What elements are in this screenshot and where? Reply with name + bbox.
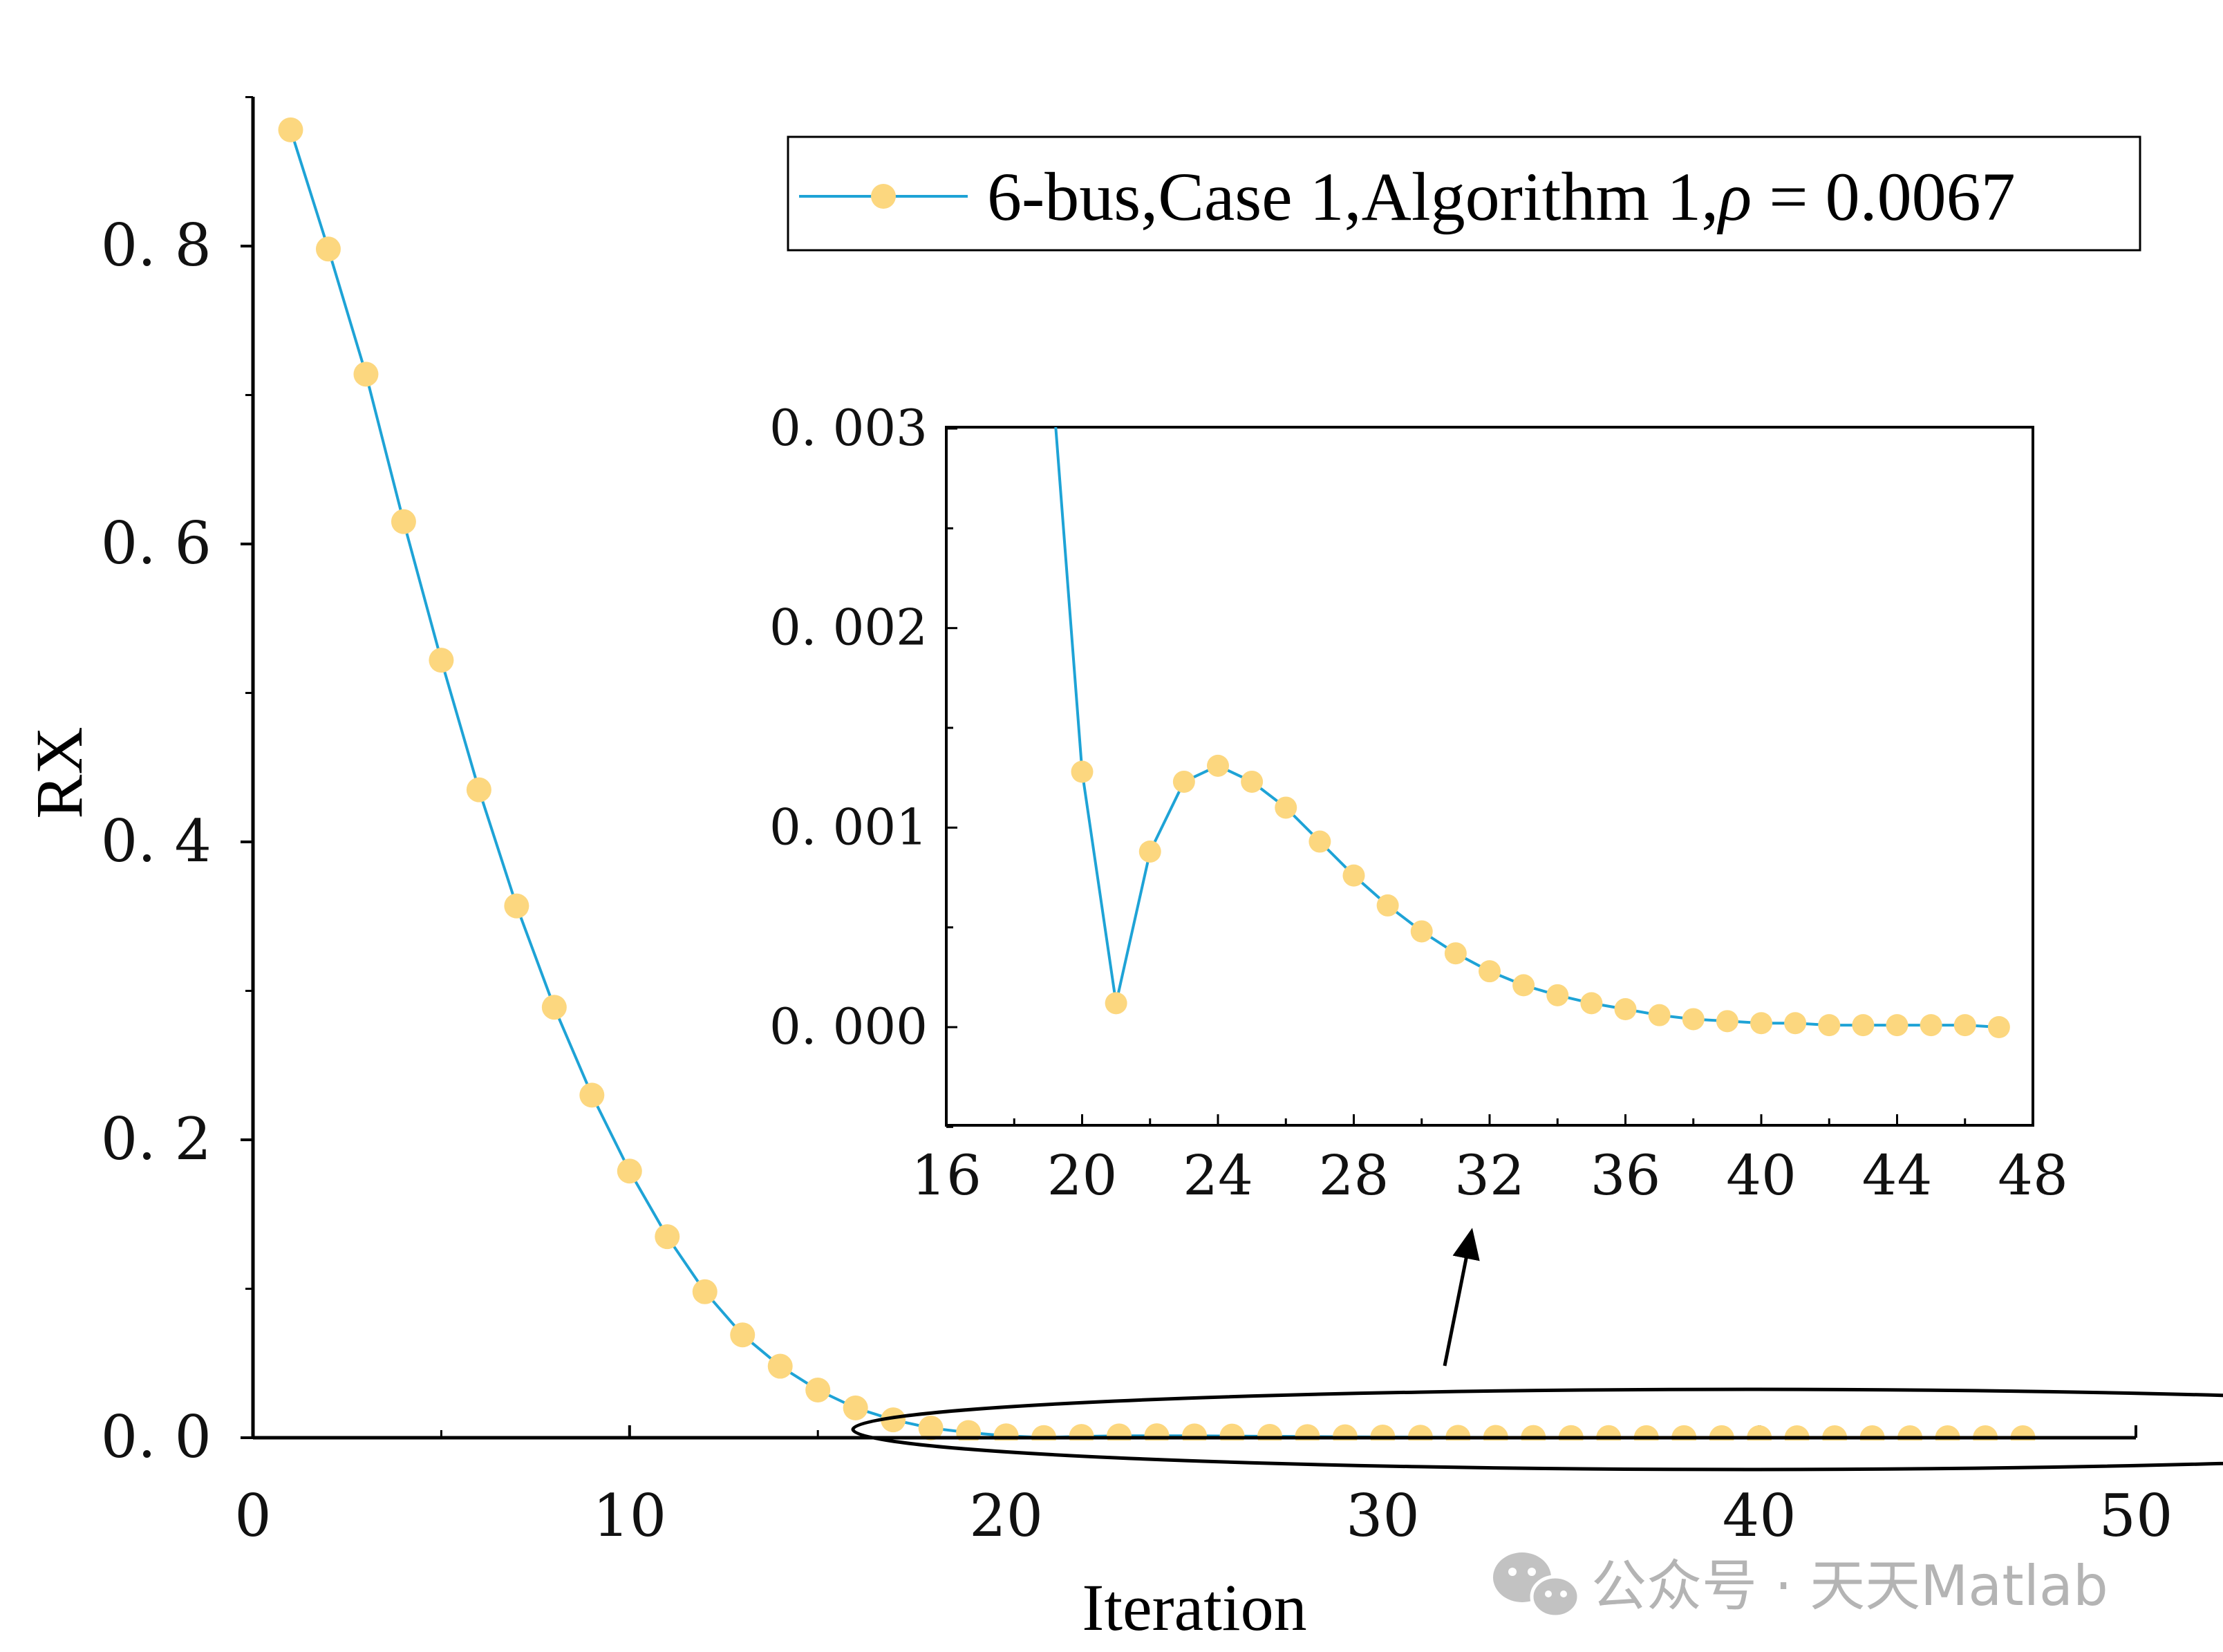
main-y-tick-label: 0. 6 <box>101 509 212 577</box>
inset-data-point <box>1784 1012 1807 1035</box>
main-data-point <box>1107 1423 1132 1440</box>
inset-data-point <box>1241 770 1264 793</box>
inset-x-tick-label: 28 <box>1319 1143 1389 1208</box>
legend: 6-bus,Case 1,Algorithm 1,ρ = 0.0067 <box>787 135 2141 252</box>
inset-data-point <box>1580 992 1603 1015</box>
main-data-point <box>655 1224 680 1250</box>
main-data-point <box>617 1158 642 1184</box>
main-data-point <box>805 1378 831 1403</box>
main-data-point <box>504 893 529 919</box>
main-y-tick-label: 0. 0 <box>101 1403 212 1471</box>
main-x-tick-label: 20 <box>969 1482 1043 1550</box>
y-axis-title: RX <box>22 726 96 818</box>
inset-data-point <box>1138 840 1161 863</box>
inset-data-point <box>1886 1014 1908 1037</box>
main-data-point <box>993 1423 1019 1440</box>
main-data-point <box>541 995 567 1020</box>
inset-x-tick-label: 44 <box>1862 1143 1933 1208</box>
inset-data-point <box>1172 770 1195 793</box>
inset-data-point <box>1987 1016 2010 1038</box>
inset-x-tick-labels: 16 20 24 28 32 36 40 44 48 <box>911 1143 2068 1208</box>
main-x-tick-label: 40 <box>1723 1482 1797 1550</box>
main-data-point <box>881 1407 906 1433</box>
legend-box <box>787 135 2141 252</box>
inset-data-point <box>1410 920 1433 943</box>
inset-x-tick-label: 48 <box>1998 1143 2068 1208</box>
inset-y-tick-labels: 0. 000 0. 001 0. 002 0. 003 <box>769 399 928 1055</box>
inset-x-tick-label: 32 <box>1454 1143 1525 1208</box>
main-data-point <box>1144 1423 1170 1440</box>
legend-label-value: = 0.0067 <box>1752 158 2015 235</box>
inset-frame <box>945 426 2034 1127</box>
inset-x-tick-label: 20 <box>1047 1143 1118 1208</box>
inset-data-point <box>1479 960 1501 983</box>
x-axis-title: Iteration <box>1082 1570 1306 1644</box>
main-data-point <box>315 236 341 262</box>
inset-x-tick-label: 24 <box>1183 1143 1253 1208</box>
inset-data-point <box>1444 942 1467 965</box>
main-x-tick-label: 0 <box>234 1482 271 1550</box>
inset-data-point <box>1750 1012 1772 1035</box>
inset-data-point <box>1105 992 1127 1015</box>
legend-label-rho: ρ <box>1716 158 1752 235</box>
inset-y-tick-label: 0. 000 <box>769 997 928 1055</box>
inset-data-point <box>1920 1014 1942 1037</box>
main-data-point <box>956 1420 982 1440</box>
main-x-tick-labels: 0 10 20 30 40 50 <box>234 1482 2173 1550</box>
inset-y-tick-label: 0. 002 <box>769 599 928 657</box>
main-y-tick-label: 0. 4 <box>101 807 212 875</box>
inset-axis-ticks <box>945 427 2034 1128</box>
main-y-tick-label: 0. 8 <box>101 212 212 279</box>
main-data-point <box>353 362 379 387</box>
inset-y-tick-label: 0. 001 <box>769 798 928 856</box>
main-y-tick-labels: 0. 0 0. 2 0. 4 0. 6 0. 8 <box>101 212 212 1471</box>
main-data-point <box>730 1322 756 1348</box>
main-plot: 0 10 20 30 40 50 0. 0 0. 2 0. 4 0. 6 0. 8 Iterati… <box>22 96 2173 1644</box>
watermark-text: 公众号 · 天天Matlab <box>1591 1554 2108 1618</box>
inset-data-point <box>1207 754 1229 777</box>
inset-data-point <box>1614 998 1637 1021</box>
inset-data-point <box>1275 796 1297 819</box>
main-data-point <box>692 1279 717 1304</box>
inset-data-point <box>1716 1010 1738 1033</box>
inset-data-point <box>1546 984 1569 1006</box>
inset-y-tick-label: 0. 003 <box>769 399 928 457</box>
main-y-tick-label: 0. 2 <box>101 1105 212 1173</box>
main-data-point <box>579 1082 605 1108</box>
inset-data-point <box>1071 760 1094 783</box>
main-data-point <box>843 1395 868 1420</box>
inset-x-tick-label: 40 <box>1726 1143 1797 1208</box>
main-data-point <box>918 1415 944 1440</box>
inset-data-point <box>1648 1004 1671 1026</box>
main-data-point <box>466 777 491 802</box>
inset-x-tick-label: 36 <box>1591 1143 1661 1208</box>
zoom-region-ellipse <box>851 1387 2223 1472</box>
main-x-tick-label: 30 <box>1346 1482 1420 1550</box>
wechat-icon <box>1493 1552 1581 1619</box>
main-data-point <box>429 648 454 673</box>
inset-data-point <box>1342 864 1365 887</box>
legend-marker-sample <box>871 184 896 209</box>
inset-data-point <box>1682 1008 1705 1031</box>
inset-data-point <box>1852 1014 1875 1037</box>
watermark: 公众号 · 天天Matlab <box>1493 1552 2108 1619</box>
inset-data-point <box>1818 1014 1841 1037</box>
main-data-point <box>1182 1423 1207 1440</box>
main-data-point <box>391 509 416 534</box>
legend-label-main: 6-bus,Case 1,Algorithm 1, <box>987 158 1718 235</box>
legend-label: 6-bus,Case 1,Algorithm 1,ρ = 0.0067 <box>987 158 2016 235</box>
inset-data-point <box>1512 974 1535 997</box>
main-x-tick-label: 50 <box>2099 1482 2173 1550</box>
inset-data-point <box>1309 830 1331 853</box>
main-x-tick-label: 10 <box>592 1482 666 1550</box>
zoom-arrow <box>1443 1228 1480 1367</box>
main-data-point <box>767 1353 793 1379</box>
inset-x-tick-label: 16 <box>911 1143 982 1208</box>
inset-data-point <box>1953 1014 1976 1037</box>
main-data-point <box>278 117 303 142</box>
inset-data-point <box>1376 894 1399 917</box>
inset-series <box>1054 427 2010 1038</box>
